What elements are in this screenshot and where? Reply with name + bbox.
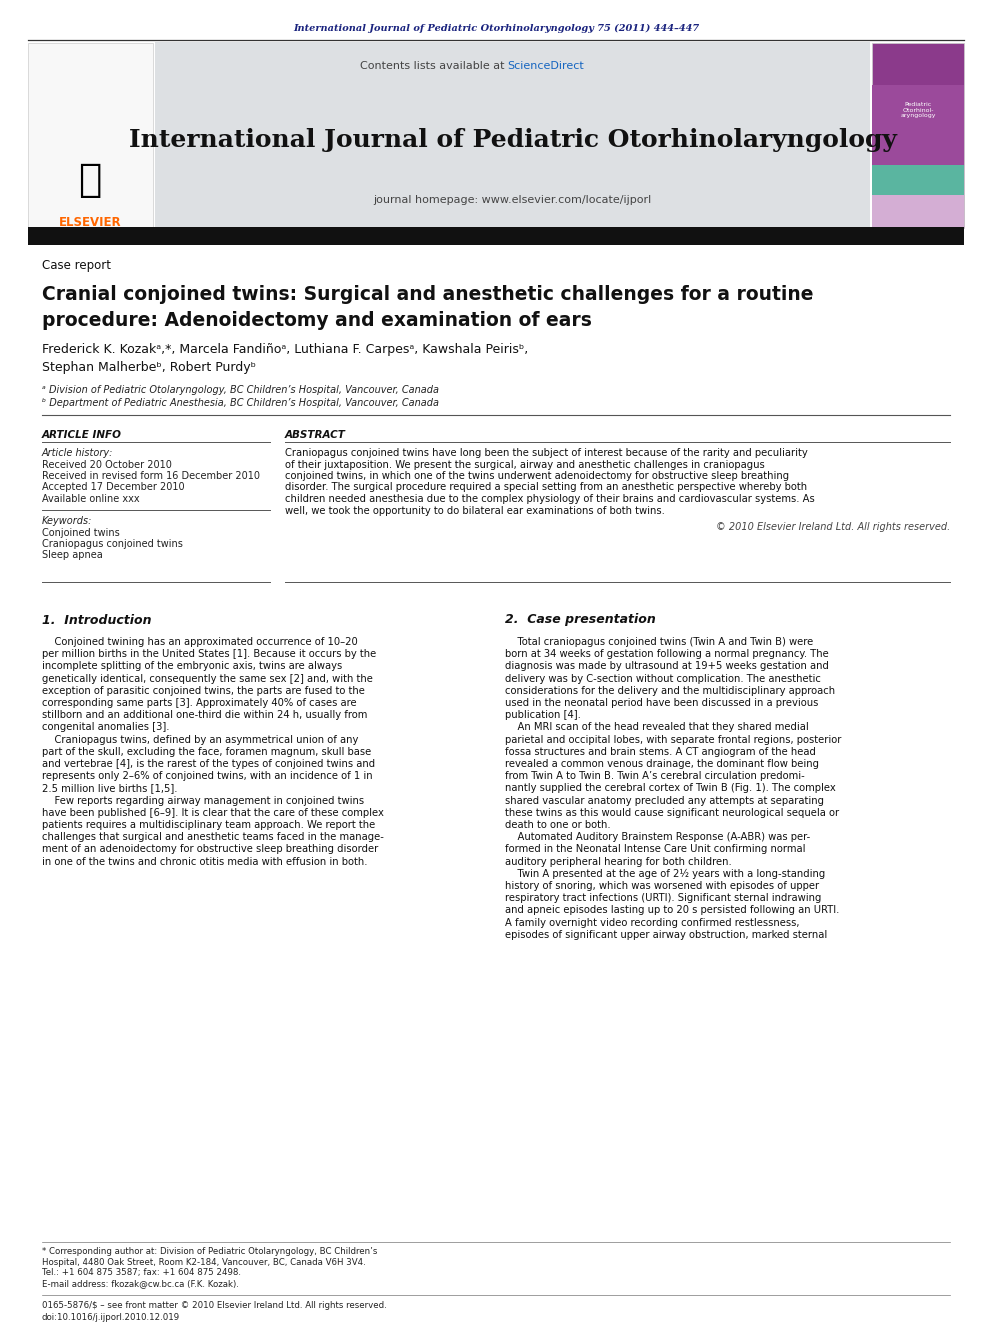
Text: corresponding same parts [3]. Approximately 40% of cases are: corresponding same parts [3]. Approximat… bbox=[42, 699, 357, 708]
Text: Keywords:: Keywords: bbox=[42, 516, 92, 527]
Text: used in the neonatal period have been discussed in a previous: used in the neonatal period have been di… bbox=[505, 699, 818, 708]
Text: exception of parasitic conjoined twins, the parts are fused to the: exception of parasitic conjoined twins, … bbox=[42, 685, 365, 696]
Text: International Journal of Pediatric Otorhinolaryngology 75 (2011) 444–447: International Journal of Pediatric Otorh… bbox=[293, 24, 699, 33]
Text: Article history:: Article history: bbox=[42, 448, 113, 458]
Text: Available online xxx: Available online xxx bbox=[42, 493, 140, 504]
Text: challenges that surgical and anesthetic teams faced in the manage-: challenges that surgical and anesthetic … bbox=[42, 832, 384, 843]
Text: ScienceDirect: ScienceDirect bbox=[508, 61, 584, 71]
Text: have been published [6–9]. It is clear that the care of these complex: have been published [6–9]. It is clear t… bbox=[42, 808, 384, 818]
Text: shared vascular anatomy precluded any attempts at separating: shared vascular anatomy precluded any at… bbox=[505, 795, 824, 806]
Text: congenital anomalies [3].: congenital anomalies [3]. bbox=[42, 722, 170, 733]
Text: 2.5 million live births [1,5].: 2.5 million live births [1,5]. bbox=[42, 783, 178, 794]
Text: ᵃ Division of Pediatric Otolaryngology, BC Children’s Hospital, Vancouver, Canad: ᵃ Division of Pediatric Otolaryngology, … bbox=[42, 385, 439, 396]
Text: and vertebrae [4], is the rarest of the types of conjoined twins and: and vertebrae [4], is the rarest of the … bbox=[42, 759, 375, 769]
Text: per million births in the United States [1]. Because it occurs by the: per million births in the United States … bbox=[42, 650, 376, 659]
Text: ELSEVIER: ELSEVIER bbox=[59, 216, 121, 229]
Text: patients requires a multidisciplinary team approach. We report the: patients requires a multidisciplinary te… bbox=[42, 820, 375, 830]
Text: nantly supplied the cerebral cortex of Twin B (Fig. 1). The complex: nantly supplied the cerebral cortex of T… bbox=[505, 783, 835, 794]
Text: stillborn and an additional one-third die within 24 h, usually from: stillborn and an additional one-third di… bbox=[42, 710, 367, 720]
Text: represents only 2–6% of conjoined twins, with an incidence of 1 in: represents only 2–6% of conjoined twins,… bbox=[42, 771, 373, 781]
Text: publication [4].: publication [4]. bbox=[505, 710, 581, 720]
Text: disorder. The surgical procedure required a special setting from an anesthetic p: disorder. The surgical procedure require… bbox=[285, 483, 807, 492]
Text: Conjoined twins: Conjoined twins bbox=[42, 528, 120, 538]
Text: and apneic episodes lasting up to 20 s persisted following an URTI.: and apneic episodes lasting up to 20 s p… bbox=[505, 905, 839, 916]
Text: delivery was by C-section without complication. The anesthetic: delivery was by C-section without compli… bbox=[505, 673, 820, 684]
Text: these twins as this would cause significant neurological sequela or: these twins as this would cause signific… bbox=[505, 808, 839, 818]
Text: Craniopagus twins, defined by an asymmetrical union of any: Craniopagus twins, defined by an asymmet… bbox=[42, 734, 358, 745]
Text: 0165-5876/$ – see front matter © 2010 Elsevier Ireland Ltd. All rights reserved.: 0165-5876/$ – see front matter © 2010 El… bbox=[42, 1302, 387, 1311]
Text: An MRI scan of the head revealed that they shared medial: An MRI scan of the head revealed that th… bbox=[505, 722, 808, 733]
Text: 🌲: 🌲 bbox=[78, 161, 102, 198]
Text: A family overnight video recording confirmed restlessness,: A family overnight video recording confi… bbox=[505, 918, 800, 927]
Text: ARTICLE INFO: ARTICLE INFO bbox=[42, 430, 122, 441]
Text: incomplete splitting of the embryonic axis, twins are always: incomplete splitting of the embryonic ax… bbox=[42, 662, 342, 671]
Text: Hospital, 4480 Oak Street, Room K2-184, Vancouver, BC, Canada V6H 3V4.: Hospital, 4480 Oak Street, Room K2-184, … bbox=[42, 1258, 366, 1267]
Text: formed in the Neonatal Intense Care Unit confirming normal: formed in the Neonatal Intense Care Unit… bbox=[505, 844, 806, 855]
Text: ᵇ Department of Pediatric Anesthesia, BC Children’s Hospital, Vancouver, Canada: ᵇ Department of Pediatric Anesthesia, BC… bbox=[42, 398, 439, 407]
Text: Stephan Malherbeᵇ, Robert Purdyᵇ: Stephan Malherbeᵇ, Robert Purdyᵇ bbox=[42, 361, 256, 374]
Bar bbox=[28, 228, 964, 245]
Text: journal homepage: www.elsevier.com/locate/ijporl: journal homepage: www.elsevier.com/locat… bbox=[373, 194, 652, 205]
Text: auditory peripheral hearing for both children.: auditory peripheral hearing for both chi… bbox=[505, 856, 732, 867]
Bar bbox=[872, 85, 964, 165]
Text: ABSTRACT: ABSTRACT bbox=[285, 430, 346, 441]
Text: * Corresponding author at: Division of Pediatric Otolaryngology, BC Children’s: * Corresponding author at: Division of P… bbox=[42, 1248, 377, 1257]
Text: Few reports regarding airway management in conjoined twins: Few reports regarding airway management … bbox=[42, 795, 364, 806]
Bar bbox=[28, 44, 153, 228]
Text: Cranial conjoined twins: Surgical and anesthetic challenges for a routine: Cranial conjoined twins: Surgical and an… bbox=[42, 286, 813, 304]
Text: Automated Auditory Brainstem Response (A-ABR) was per-: Automated Auditory Brainstem Response (A… bbox=[505, 832, 810, 843]
Text: Conjoined twining has an approximated occurrence of 10–20: Conjoined twining has an approximated oc… bbox=[42, 636, 358, 647]
Text: episodes of significant upper airway obstruction, marked sternal: episodes of significant upper airway obs… bbox=[505, 930, 827, 939]
Bar bbox=[872, 194, 964, 228]
Text: revealed a common venous drainage, the dominant flow being: revealed a common venous drainage, the d… bbox=[505, 759, 819, 769]
Text: doi:10.1016/j.ijporl.2010.12.019: doi:10.1016/j.ijporl.2010.12.019 bbox=[42, 1312, 181, 1322]
Text: fossa structures and brain stems. A CT angiogram of the head: fossa structures and brain stems. A CT a… bbox=[505, 746, 815, 757]
Text: children needed anesthesia due to the complex physiology of their brains and car: children needed anesthesia due to the co… bbox=[285, 493, 814, 504]
Text: © 2010 Elsevier Ireland Ltd. All rights reserved.: © 2010 Elsevier Ireland Ltd. All rights … bbox=[716, 523, 950, 532]
Text: respiratory tract infections (URTI). Significant sternal indrawing: respiratory tract infections (URTI). Sig… bbox=[505, 893, 821, 904]
Text: Twin A presented at the age of 2½ years with a long-standing: Twin A presented at the age of 2½ years … bbox=[505, 869, 825, 878]
Text: from Twin A to Twin B. Twin A’s cerebral circulation predomi-: from Twin A to Twin B. Twin A’s cerebral… bbox=[505, 771, 805, 781]
Text: parietal and occipital lobes, with separate frontal regions, posterior: parietal and occipital lobes, with separ… bbox=[505, 734, 841, 745]
Text: Received 20 October 2010: Received 20 October 2010 bbox=[42, 459, 172, 470]
Text: Tel.: +1 604 875 3587; fax: +1 604 875 2498.: Tel.: +1 604 875 3587; fax: +1 604 875 2… bbox=[42, 1269, 241, 1278]
Text: well, we took the opportunity to do bilateral ear examinations of both twins.: well, we took the opportunity to do bila… bbox=[285, 505, 665, 516]
Text: born at 34 weeks of gestation following a normal pregnancy. The: born at 34 weeks of gestation following … bbox=[505, 650, 828, 659]
Text: part of the skull, excluding the face, foramen magnum, skull base: part of the skull, excluding the face, f… bbox=[42, 746, 371, 757]
Text: of their juxtaposition. We present the surgical, airway and anesthetic challenge: of their juxtaposition. We present the s… bbox=[285, 459, 765, 470]
Text: Total craniopagus conjoined twins (Twin A and Twin B) were: Total craniopagus conjoined twins (Twin … bbox=[505, 636, 813, 647]
Text: 1.  Introduction: 1. Introduction bbox=[42, 614, 152, 627]
Bar bbox=[155, 42, 870, 230]
Text: considerations for the delivery and the multidisciplinary approach: considerations for the delivery and the … bbox=[505, 685, 835, 696]
Text: Case report: Case report bbox=[42, 259, 111, 273]
Text: Contents lists available at: Contents lists available at bbox=[359, 61, 508, 71]
Text: International Journal of Pediatric Otorhinolaryngology: International Journal of Pediatric Otorh… bbox=[129, 128, 897, 152]
Text: Received in revised form 16 December 2010: Received in revised form 16 December 201… bbox=[42, 471, 260, 482]
Text: Sleep apnea: Sleep apnea bbox=[42, 550, 103, 560]
Text: conjoined twins, in which one of the twins underwent adenoidectomy for obstructi: conjoined twins, in which one of the twi… bbox=[285, 471, 789, 482]
Bar bbox=[872, 44, 964, 228]
Text: death to one or both.: death to one or both. bbox=[505, 820, 611, 830]
Bar bbox=[872, 165, 964, 194]
Text: Accepted 17 December 2010: Accepted 17 December 2010 bbox=[42, 483, 185, 492]
Text: in one of the twins and chronic otitis media with effusion in both.: in one of the twins and chronic otitis m… bbox=[42, 856, 367, 867]
Text: Pediatric
Otorhinol-
aryngology: Pediatric Otorhinol- aryngology bbox=[901, 102, 935, 118]
Text: Craniopagus conjoined twins: Craniopagus conjoined twins bbox=[42, 538, 183, 549]
Text: 2.  Case presentation: 2. Case presentation bbox=[505, 614, 656, 627]
Text: procedure: Adenoidectomy and examination of ears: procedure: Adenoidectomy and examination… bbox=[42, 311, 592, 329]
Text: Craniopagus conjoined twins have long been the subject of interest because of th: Craniopagus conjoined twins have long be… bbox=[285, 448, 807, 458]
Text: diagnosis was made by ultrasound at 19+5 weeks gestation and: diagnosis was made by ultrasound at 19+5… bbox=[505, 662, 829, 671]
Text: E-mail address: fkozak@cw.bc.ca (F.K. Kozak).: E-mail address: fkozak@cw.bc.ca (F.K. Ko… bbox=[42, 1279, 239, 1289]
Text: history of snoring, which was worsened with episodes of upper: history of snoring, which was worsened w… bbox=[505, 881, 819, 890]
Text: ment of an adenoidectomy for obstructive sleep breathing disorder: ment of an adenoidectomy for obstructive… bbox=[42, 844, 378, 855]
Text: genetically identical, consequently the same sex [2] and, with the: genetically identical, consequently the … bbox=[42, 673, 373, 684]
Text: Frederick K. Kozakᵃ,*, Marcela Fandiñoᵃ, Luthiana F. Carpesᵃ, Kawshala Peirisᵇ,: Frederick K. Kozakᵃ,*, Marcela Fandiñoᵃ,… bbox=[42, 344, 529, 356]
